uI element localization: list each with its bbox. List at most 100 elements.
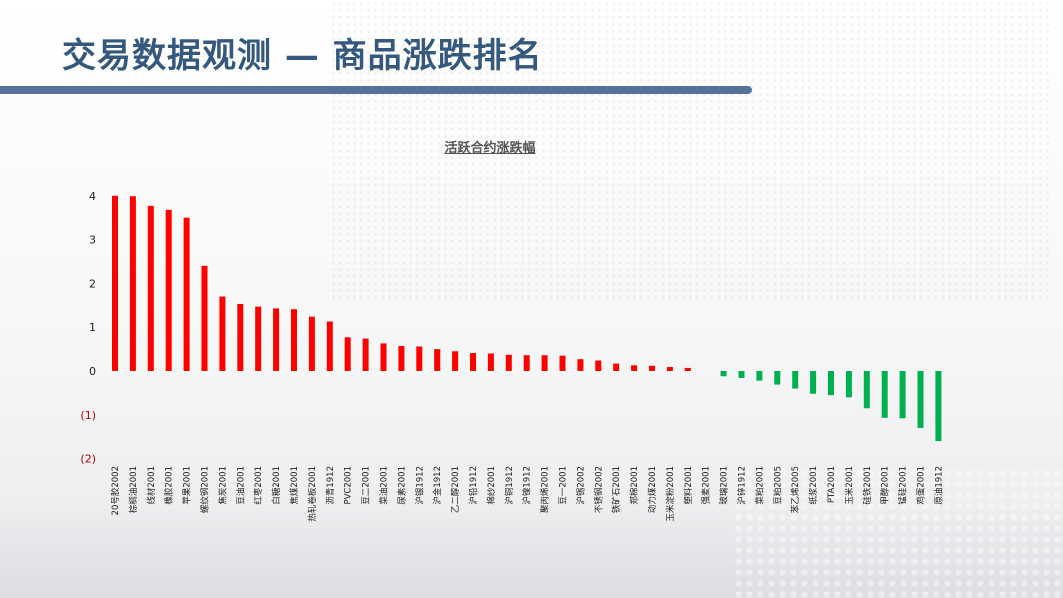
bar xyxy=(183,217,190,371)
y-tick-label: 1 xyxy=(89,321,96,334)
bar xyxy=(487,353,494,371)
x-tick-label: 沪金1912 xyxy=(432,466,443,505)
bar xyxy=(595,360,602,371)
bar xyxy=(219,296,226,371)
title-underline-bar xyxy=(0,86,752,94)
x-tick-label: 螺纹钢2001 xyxy=(200,466,211,513)
bar xyxy=(308,316,315,371)
x-tick-label: 强麦2001 xyxy=(701,466,712,505)
x-tick-label: 郑棉2001 xyxy=(629,466,640,505)
bar xyxy=(255,306,262,371)
x-tick-label: 豆一2001 xyxy=(559,466,569,505)
bar xyxy=(237,303,244,371)
x-tick-label: 铁矿石2001 xyxy=(611,466,622,513)
bar xyxy=(470,353,476,371)
bar xyxy=(416,346,423,371)
x-tick-label: 锰硅2001 xyxy=(898,466,909,505)
bar xyxy=(434,349,441,371)
bar xyxy=(541,355,548,371)
bar xyxy=(935,371,942,442)
page-title: 交易数据观测 — 商品涨跌排名 xyxy=(62,36,543,76)
x-tick-label: 原油1912 xyxy=(933,466,944,505)
x-tick-label: 苹果2001 xyxy=(182,466,193,505)
x-tick-label: 玉米2001 xyxy=(844,466,855,505)
bar xyxy=(810,371,817,394)
x-tick-label: 白糖2001 xyxy=(271,466,282,505)
x-tick-label: 尿素2001 xyxy=(396,466,407,505)
x-tick-label: 甲醇2001 xyxy=(880,466,891,505)
bar xyxy=(380,343,387,371)
x-tick-label: 沪锡2002 xyxy=(575,466,586,505)
x-tick-label: 聚丙烯2001 xyxy=(540,466,551,513)
x-tick-label: 20号胶2002 xyxy=(110,466,121,515)
y-tick-label: 4 xyxy=(89,190,96,203)
bar xyxy=(756,371,763,381)
bar xyxy=(917,371,924,428)
bar xyxy=(881,371,888,418)
bar xyxy=(362,338,369,371)
y-tick-label: 0 xyxy=(89,365,96,378)
x-tick-label: 鸡蛋2001 xyxy=(916,466,927,505)
x-tick-label: 乙二醇2001 xyxy=(450,466,461,513)
x-tick-label: 塑料2001 xyxy=(683,466,694,505)
x-tick-label: 沥青1912 xyxy=(325,466,336,505)
x-tick-label: PTA2001 xyxy=(827,466,837,503)
x-tick-label: 沪银1912 xyxy=(414,466,425,505)
x-tick-label: 热轧卷板2001 xyxy=(307,466,318,522)
x-tick-label: 苯乙烯2005 xyxy=(790,466,801,513)
bar xyxy=(201,265,208,371)
x-tick-label: 沪锌1912 xyxy=(737,466,748,505)
x-tick-label: 豆油2001 xyxy=(235,466,246,505)
x-tick-label: 豆粕2005 xyxy=(772,466,783,505)
x-tick-label: 红枣2001 xyxy=(253,466,264,505)
x-tick-label: 线材2001 xyxy=(146,466,157,505)
x-tick-label: 棉纱2001 xyxy=(486,466,497,505)
bar xyxy=(505,354,512,371)
bar xyxy=(129,196,136,371)
bar xyxy=(774,371,781,385)
bar xyxy=(273,308,280,371)
bar xyxy=(828,371,834,396)
bar-series xyxy=(112,195,942,442)
bar xyxy=(398,346,405,371)
x-tick-label: 沪镍1912 xyxy=(522,466,533,505)
bar xyxy=(559,355,566,371)
bar xyxy=(845,371,852,398)
y-tick-label: 2 xyxy=(89,277,96,290)
x-tick-label: 玻璃2001 xyxy=(719,466,730,505)
bar xyxy=(577,359,584,371)
bar xyxy=(631,365,638,371)
y-tick-label: (1) xyxy=(80,409,96,422)
bar xyxy=(666,367,673,371)
bar xyxy=(613,363,620,371)
bar xyxy=(863,371,870,409)
x-tick-label: 豆二2001 xyxy=(362,466,372,505)
bar xyxy=(684,367,691,371)
x-tick-label: 橡胶2001 xyxy=(164,466,175,505)
bar xyxy=(738,371,745,379)
bar xyxy=(720,371,727,377)
y-tick-label: 3 xyxy=(89,234,96,247)
y-axis: 4 3 2 1 0 (1) (2) xyxy=(80,190,96,466)
bar xyxy=(112,195,118,371)
x-tick-label: 玉米淀粉2001 xyxy=(665,466,676,522)
bar xyxy=(291,309,297,371)
city-skyline-background xyxy=(0,503,1063,598)
x-tick-label: 焦炭2001 xyxy=(217,466,228,505)
bar xyxy=(452,351,459,371)
x-axis-labels: 20号胶2002 棕榈油2001 线材2001 橡胶2001 苹果2001 螺纹钢2001… xyxy=(110,466,944,522)
chart-title: 活跃合约涨跌幅 xyxy=(444,141,536,156)
bar xyxy=(792,371,799,389)
bar xyxy=(899,371,906,419)
x-tick-label: PVC2001 xyxy=(344,466,354,505)
x-tick-label: 焦煤2001 xyxy=(289,466,300,505)
x-tick-label: 棕榈油2001 xyxy=(128,466,139,513)
bar xyxy=(649,365,655,371)
bar xyxy=(344,337,351,371)
x-tick-label: 硅铁2001 xyxy=(862,466,873,505)
x-tick-label: 沪铜1912 xyxy=(504,466,515,505)
x-tick-label: 动力煤2001 xyxy=(647,466,658,513)
world-map-background xyxy=(330,0,1050,300)
bar xyxy=(165,209,172,371)
